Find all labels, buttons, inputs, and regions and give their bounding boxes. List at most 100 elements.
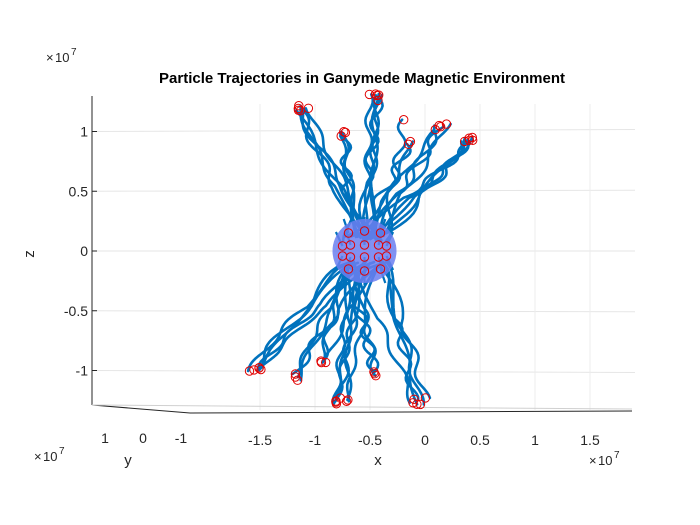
trajectory-start-marker — [345, 240, 356, 250]
x-tick-label: 0.5 — [470, 432, 490, 448]
trajectory-line — [369, 94, 380, 239]
trajectory-line — [343, 128, 436, 238]
trajectory-start-marker — [345, 252, 356, 262]
trajectory-line — [347, 260, 411, 405]
z-gridline — [91, 370, 636, 373]
trajectory-line — [334, 262, 371, 403]
trajectory-endpoint-marker — [405, 136, 416, 147]
x-tick-label: 0 — [421, 432, 429, 448]
x-tick-label: -0.5 — [358, 432, 382, 448]
trajectory-endpoint-marker — [290, 372, 301, 382]
trajectory-line — [257, 260, 376, 369]
trajectory-line — [321, 264, 351, 364]
trajectory-endpoint-marker — [399, 115, 409, 125]
planet-sphere — [332, 219, 397, 283]
z-tick-label: -1 — [76, 363, 89, 379]
trajectory-line — [385, 260, 426, 406]
x-tick-label: -1.5 — [248, 432, 272, 448]
z-axis-label: z — [21, 250, 38, 258]
trajectory-start-marker — [359, 252, 370, 262]
trajectory-endpoint-marker — [341, 396, 352, 406]
trajectory-line — [382, 262, 420, 401]
chart-title: Particle Trajectories in Ganymede Magnet… — [159, 70, 565, 87]
trajectory-line — [259, 261, 360, 370]
axes-box — [91, 96, 633, 414]
y-axis-line — [91, 404, 191, 414]
trajectory-line — [345, 261, 383, 403]
trajectory-endpoint-marker — [364, 89, 375, 100]
trajectory-line — [347, 264, 380, 375]
trajectory-endpoint-marker — [415, 399, 426, 410]
floor-edge — [91, 404, 633, 410]
trajectory-endpoint-marker — [256, 364, 266, 375]
y-exponent-prefix: × — [34, 449, 42, 464]
z-gridline — [91, 129, 636, 132]
z-exponent-prefix: × — [46, 50, 54, 65]
trajectory-endpoint-marker — [343, 395, 353, 405]
trajectory-endpoint-marker — [293, 105, 304, 116]
trajectory-start-marker — [343, 228, 354, 238]
z-tick-label: -0.5 — [64, 303, 88, 319]
x-axis-line — [189, 410, 633, 414]
x-tick-label: -1 — [309, 432, 322, 448]
x-exponent-power: 7 — [614, 450, 620, 461]
trajectory-start-marker — [343, 264, 354, 274]
trajectory-endpoint-marker — [403, 139, 414, 150]
z-exponent-base: 10 — [55, 50, 69, 65]
trajectory-endpoint-marker — [249, 365, 259, 375]
trajectory-endpoint-marker — [292, 375, 303, 385]
trajectory-start-marker — [359, 226, 370, 236]
z-tick-label: 0.5 — [69, 183, 89, 199]
trajectory-line — [361, 125, 445, 243]
trajectory-endpoint-marker — [420, 393, 431, 403]
x-exponent-prefix: × — [589, 453, 597, 468]
z-tick-label: 0 — [80, 243, 88, 259]
trajectory-endpoint-marker — [372, 90, 382, 101]
trajectory-endpoint-marker — [254, 363, 264, 373]
z-gridline — [91, 310, 636, 313]
trajectory-endpoints — [244, 89, 478, 410]
z-tick-label: 1 — [80, 124, 88, 140]
trajectory-endpoint-marker — [340, 127, 351, 138]
trajectory-line — [374, 140, 464, 239]
z-scale-exponent: × 10 7 — [46, 47, 77, 65]
tick-labels: 1 0.5 0 -0.5 -1 -1.5 -1 -0.5 0 0.5 1 1.5 1 0 -1 — [64, 124, 600, 449]
trajectory-line — [299, 104, 367, 242]
x-exponent-base: 10 — [598, 453, 612, 468]
trajectory-line — [296, 260, 356, 379]
trajectory-endpoint-marker — [244, 366, 255, 376]
y-tick-label: -1 — [175, 430, 188, 446]
trajectory-line — [338, 131, 354, 242]
planet-body — [332, 219, 397, 283]
trajectory-endpoint-marker — [316, 357, 327, 368]
trajectory-endpoint-marker — [331, 396, 341, 406]
trajectory-line — [361, 93, 375, 241]
grid-lines — [91, 104, 636, 410]
trajectory-lines — [246, 92, 474, 406]
trajectory-endpoint-marker — [373, 95, 383, 106]
trajectory-endpoint-marker — [412, 399, 422, 409]
trajectory-endpoint-marker — [303, 103, 314, 114]
trajectory-endpoint-marker — [467, 132, 477, 143]
y-exponent-base: 10 — [43, 449, 57, 464]
trajectory-endpoint-marker — [441, 119, 452, 129]
trajectory-start-marker — [359, 240, 370, 250]
trajectory-endpoint-marker — [321, 357, 331, 368]
trajectory-endpoint-marker — [434, 120, 444, 131]
trajectory-line — [369, 124, 438, 241]
x-scale-exponent: × 10 7 — [589, 450, 620, 468]
y-scale-exponent: × 10 7 — [34, 446, 65, 464]
trajectory-line — [361, 93, 383, 243]
trajectory-start-marker — [381, 251, 392, 261]
trajectory-endpoint-marker — [369, 367, 379, 377]
trajectory-line — [380, 259, 419, 406]
y-tick-label: 0 — [139, 430, 147, 446]
x-tick-label: 1 — [531, 432, 539, 448]
trajectory-start-marker — [381, 241, 392, 251]
x-axis-label: x — [374, 452, 382, 469]
trajectory-endpoint-marker — [290, 369, 301, 379]
trajectory-line — [348, 260, 376, 374]
y-tick-label: 1 — [101, 430, 109, 446]
trajectory-endpoint-marker — [408, 398, 418, 408]
